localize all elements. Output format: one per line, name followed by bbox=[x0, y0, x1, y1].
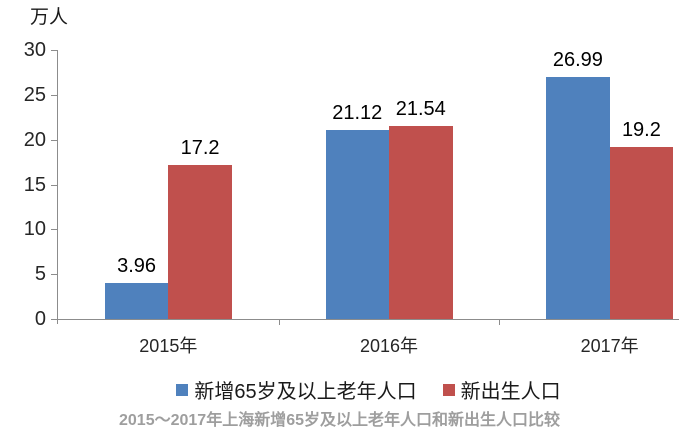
y-tick-label: 25 bbox=[23, 83, 46, 106]
legend-item-elderly: 新增65岁及以上老年人口 bbox=[176, 375, 417, 404]
bar-value-label: 26.99 bbox=[552, 48, 603, 71]
y-tick-mark bbox=[51, 319, 57, 320]
legend-swatch-icon bbox=[176, 383, 189, 396]
legend: 新增65岁及以上老年人口 新出生人口 bbox=[58, 375, 679, 404]
x-tick-mark bbox=[279, 320, 280, 325]
y-tick-mark bbox=[51, 139, 57, 141]
legend-label: 新增65岁及以上老年人口 bbox=[194, 381, 417, 403]
y-tick-label: 20 bbox=[23, 128, 46, 151]
y-tick-mark bbox=[51, 184, 57, 186]
y-tick-mark bbox=[51, 50, 57, 51]
y-tick-mark bbox=[51, 94, 57, 96]
y-tick-label: 15 bbox=[23, 173, 46, 196]
bar-elderly bbox=[546, 76, 610, 319]
y-tick-label: 5 bbox=[34, 263, 46, 286]
x-axis-category-label: 2017年 bbox=[580, 336, 639, 356]
bar-value-label: 21.12 bbox=[332, 101, 383, 124]
bar-value-label: 17.2 bbox=[180, 136, 220, 159]
y-tick-label: 30 bbox=[23, 39, 46, 61]
legend-label: 新出生人口 bbox=[460, 381, 561, 403]
y-tick-mark bbox=[51, 229, 57, 231]
x-tick-mark bbox=[499, 320, 500, 325]
bar-newborn bbox=[609, 146, 674, 319]
y-axis-line bbox=[57, 50, 58, 324]
x-axis-category-label: 2016年 bbox=[359, 336, 419, 356]
bar-value-label: 3.96 bbox=[117, 255, 157, 278]
y-tick-mark bbox=[51, 274, 57, 276]
legend-swatch-icon bbox=[442, 383, 455, 396]
bar-value-label: 19.2 bbox=[621, 118, 661, 141]
x-axis-line bbox=[57, 319, 679, 320]
x-axis-category-label: 2015年 bbox=[139, 336, 198, 356]
y-tick-label: 0 bbox=[34, 308, 46, 330]
bar-newborn bbox=[389, 125, 453, 319]
bar-elderly bbox=[104, 283, 169, 319]
y-axis-unit-label: 万人 bbox=[30, 7, 69, 28]
bar-elderly bbox=[325, 129, 389, 319]
y-tick-label: 10 bbox=[23, 218, 46, 241]
chart-title: 2015～2017年上海新增65岁及以上老年人口和新出生人口比较 bbox=[119, 412, 560, 429]
bar-newborn bbox=[168, 164, 232, 319]
legend-item-newborn: 新出生人口 bbox=[442, 375, 561, 404]
bar-value-label: 21.54 bbox=[395, 97, 446, 120]
